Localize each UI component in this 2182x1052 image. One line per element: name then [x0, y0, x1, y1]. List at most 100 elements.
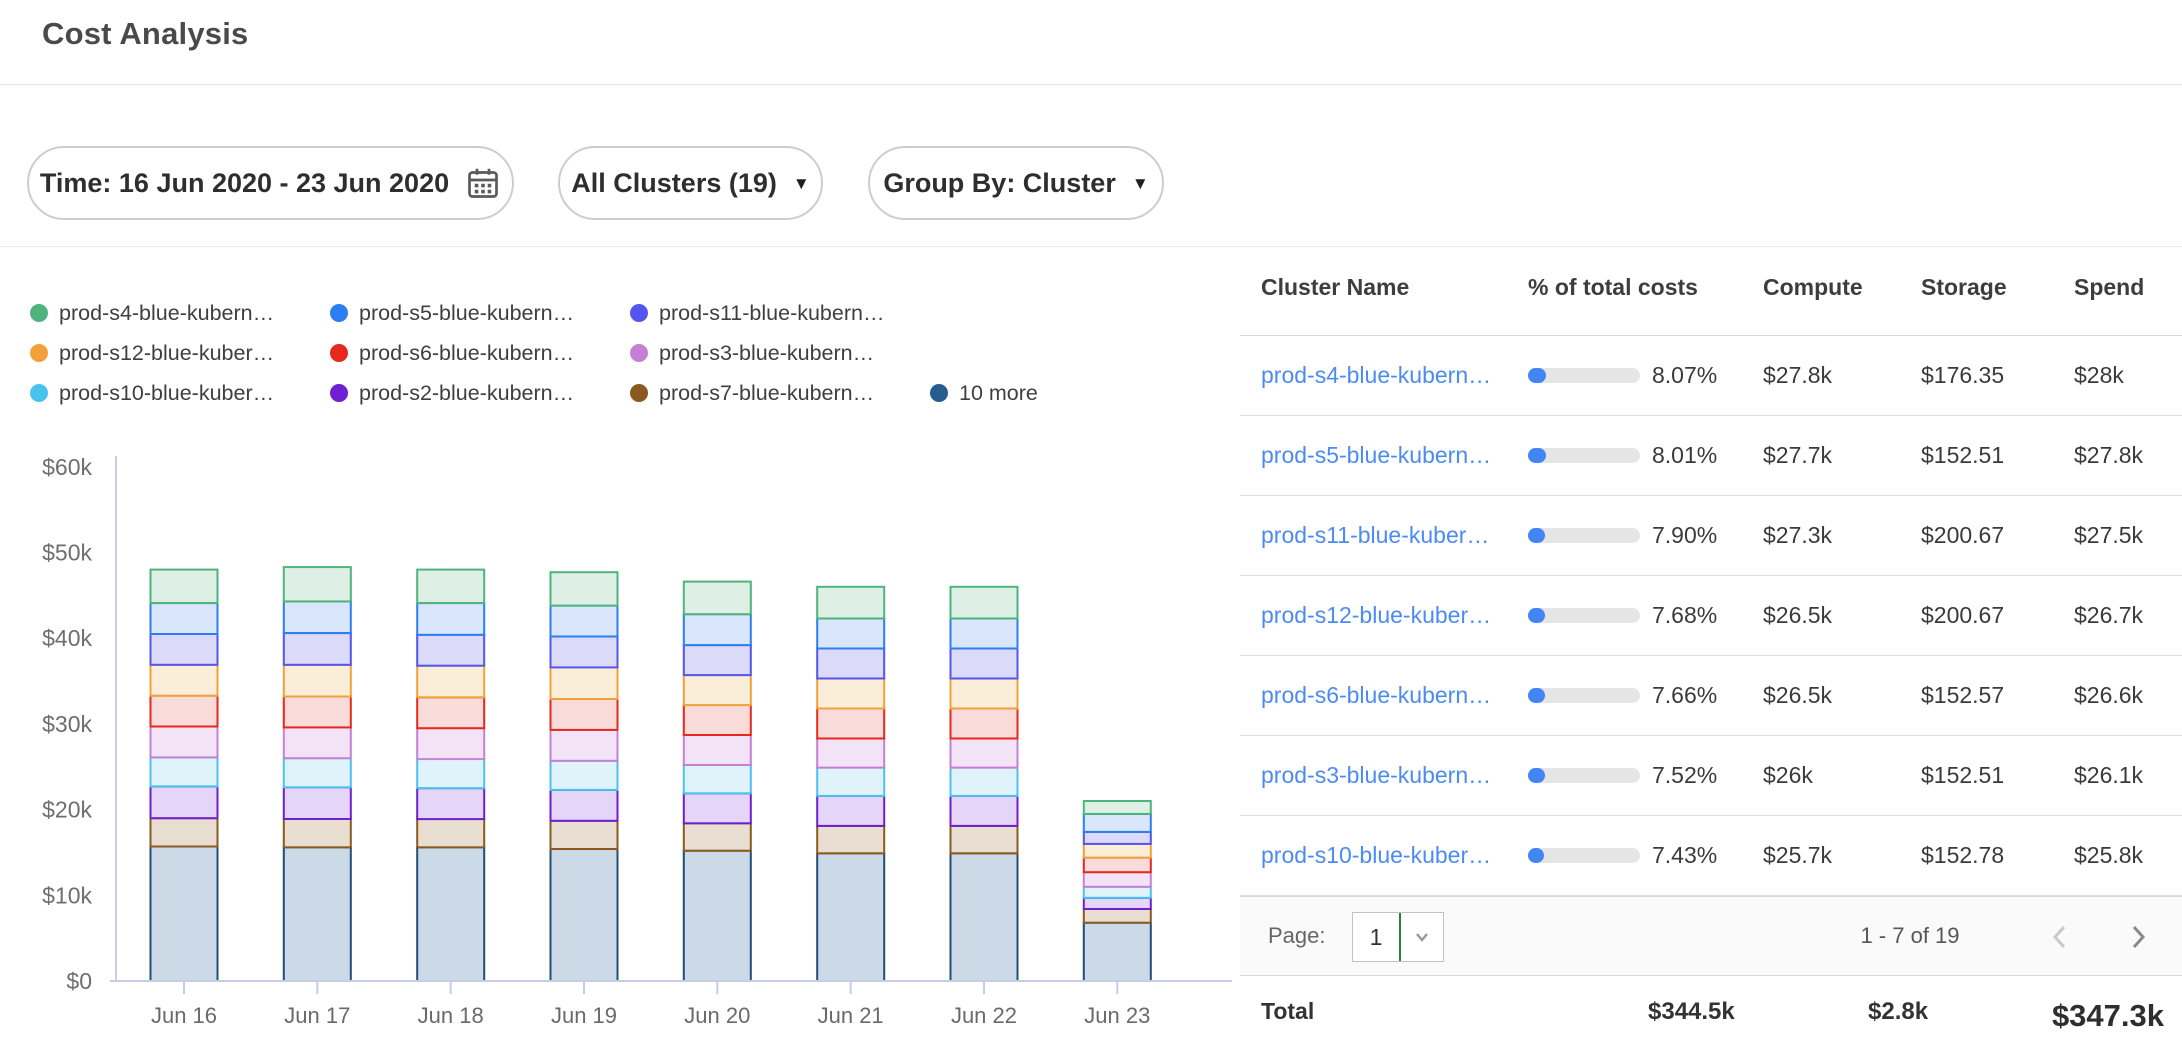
bar-segment[interactable] — [551, 761, 618, 790]
bar-segment[interactable] — [951, 768, 1018, 796]
bar-segment[interactable] — [817, 709, 884, 739]
bar-segment[interactable] — [684, 851, 751, 981]
bar-segment[interactable] — [684, 765, 751, 793]
legend-item[interactable]: prod-s10-blue-kuber… — [30, 380, 274, 406]
bar-segment[interactable] — [284, 727, 351, 758]
bar-segment[interactable] — [817, 587, 884, 619]
bar-segment[interactable] — [417, 759, 484, 788]
bar-segment[interactable] — [1084, 858, 1151, 873]
bar-segment[interactable] — [551, 849, 618, 981]
bar-segment[interactable] — [284, 847, 351, 981]
bar-segment[interactable] — [284, 567, 351, 601]
bar-segment[interactable] — [551, 637, 618, 668]
cluster-name-link[interactable]: prod-s4-blue-kubern… — [1261, 362, 1491, 389]
legend-item[interactable]: prod-s3-blue-kubern… — [630, 340, 874, 366]
bar-segment[interactable] — [1084, 872, 1151, 887]
bar-segment[interactable] — [551, 821, 618, 849]
bar-segment[interactable] — [1084, 909, 1151, 923]
legend-item[interactable]: prod-s11-blue-kubern… — [630, 300, 884, 326]
bar-segment[interactable] — [551, 572, 618, 605]
bar-segment[interactable] — [284, 758, 351, 787]
bar-segment[interactable] — [284, 601, 351, 633]
bar-segment[interactable] — [151, 787, 218, 819]
bar-segment[interactable] — [684, 793, 751, 823]
cluster-name-link[interactable]: prod-s12-blue-kuber… — [1261, 602, 1491, 629]
bar-segment[interactable] — [684, 614, 751, 645]
bar-segment[interactable] — [151, 727, 218, 758]
cluster-name-link[interactable]: prod-s6-blue-kubern… — [1261, 682, 1491, 709]
bar-segment[interactable] — [284, 633, 351, 665]
legend-item[interactable]: prod-s7-blue-kubern… — [630, 380, 874, 406]
bar-segment[interactable] — [151, 818, 218, 846]
bar-segment[interactable] — [551, 667, 618, 699]
cluster-name-link[interactable]: prod-s3-blue-kubern… — [1261, 762, 1491, 789]
legend-item[interactable]: 10 more — [930, 380, 1038, 406]
bar-segment[interactable] — [951, 679, 1018, 709]
bar-segment[interactable] — [417, 570, 484, 603]
legend-item[interactable]: prod-s12-blue-kuber… — [30, 340, 274, 366]
legend-item[interactable]: prod-s5-blue-kubern… — [330, 300, 574, 326]
cluster-name-link[interactable]: prod-s10-blue-kuber… — [1261, 842, 1491, 869]
bar-segment[interactable] — [1084, 814, 1151, 832]
bar-segment[interactable] — [284, 697, 351, 728]
bar-segment[interactable] — [951, 587, 1018, 619]
bar-segment[interactable] — [817, 826, 884, 853]
bar-segment[interactable] — [151, 603, 218, 634]
bar-segment[interactable] — [684, 675, 751, 705]
bar-segment[interactable] — [817, 679, 884, 709]
bar-segment[interactable] — [817, 768, 884, 796]
bar-segment[interactable] — [417, 635, 484, 666]
bar-segment[interactable] — [284, 787, 351, 819]
bar-segment[interactable] — [151, 634, 218, 665]
bar-segment[interactable] — [151, 570, 218, 603]
bar-segment[interactable] — [951, 826, 1018, 853]
legend-item[interactable]: prod-s4-blue-kubern… — [30, 300, 274, 326]
bar-segment[interactable] — [417, 697, 484, 728]
bar-segment[interactable] — [284, 665, 351, 697]
bar-segment[interactable] — [284, 819, 351, 847]
bar-segment[interactable] — [817, 796, 884, 826]
bar-segment[interactable] — [684, 705, 751, 735]
bar-segment[interactable] — [551, 790, 618, 821]
bar-segment[interactable] — [1084, 844, 1151, 858]
bar-segment[interactable] — [951, 619, 1018, 649]
bar-segment[interactable] — [151, 665, 218, 696]
bar-segment[interactable] — [1084, 923, 1151, 981]
bar-segment[interactable] — [1084, 887, 1151, 898]
previous-page-button[interactable] — [2040, 917, 2080, 957]
bar-segment[interactable] — [817, 619, 884, 649]
page-select[interactable]: 1 — [1352, 912, 1444, 962]
bar-segment[interactable] — [417, 666, 484, 698]
bar-segment[interactable] — [417, 819, 484, 847]
bar-segment[interactable] — [417, 603, 484, 635]
bar-segment[interactable] — [951, 796, 1018, 826]
bar-segment[interactable] — [684, 735, 751, 765]
cluster-name-link[interactable]: prod-s11-blue-kuber… — [1261, 522, 1489, 549]
cluster-name-link[interactable]: prod-s5-blue-kubern… — [1261, 442, 1491, 469]
group-by-dropdown[interactable]: Group By: Cluster ▼ — [868, 146, 1164, 220]
bar-segment[interactable] — [417, 847, 484, 981]
bar-segment[interactable] — [817, 739, 884, 768]
bar-segment[interactable] — [551, 730, 618, 761]
bar-segment[interactable] — [951, 853, 1018, 981]
bar-segment[interactable] — [684, 645, 751, 675]
bar-segment[interactable] — [951, 739, 1018, 768]
bar-segment[interactable] — [684, 582, 751, 615]
next-page-button[interactable] — [2118, 917, 2158, 957]
bar-segment[interactable] — [817, 649, 884, 679]
legend-item[interactable]: prod-s6-blue-kubern… — [330, 340, 574, 366]
bar-segment[interactable] — [417, 788, 484, 819]
bar-segment[interactable] — [951, 649, 1018, 679]
bar-segment[interactable] — [1084, 898, 1151, 909]
bar-segment[interactable] — [951, 709, 1018, 739]
bar-segment[interactable] — [151, 847, 218, 982]
bar-segment[interactable] — [684, 823, 751, 850]
clusters-filter-dropdown[interactable]: All Clusters (19) ▼ — [558, 146, 823, 220]
legend-item[interactable]: prod-s2-blue-kubern… — [330, 380, 574, 406]
bar-segment[interactable] — [151, 757, 218, 786]
bar-segment[interactable] — [817, 853, 884, 981]
bar-segment[interactable] — [1084, 801, 1151, 814]
bar-segment[interactable] — [1084, 832, 1151, 844]
bar-segment[interactable] — [551, 699, 618, 730]
bar-segment[interactable] — [417, 728, 484, 759]
